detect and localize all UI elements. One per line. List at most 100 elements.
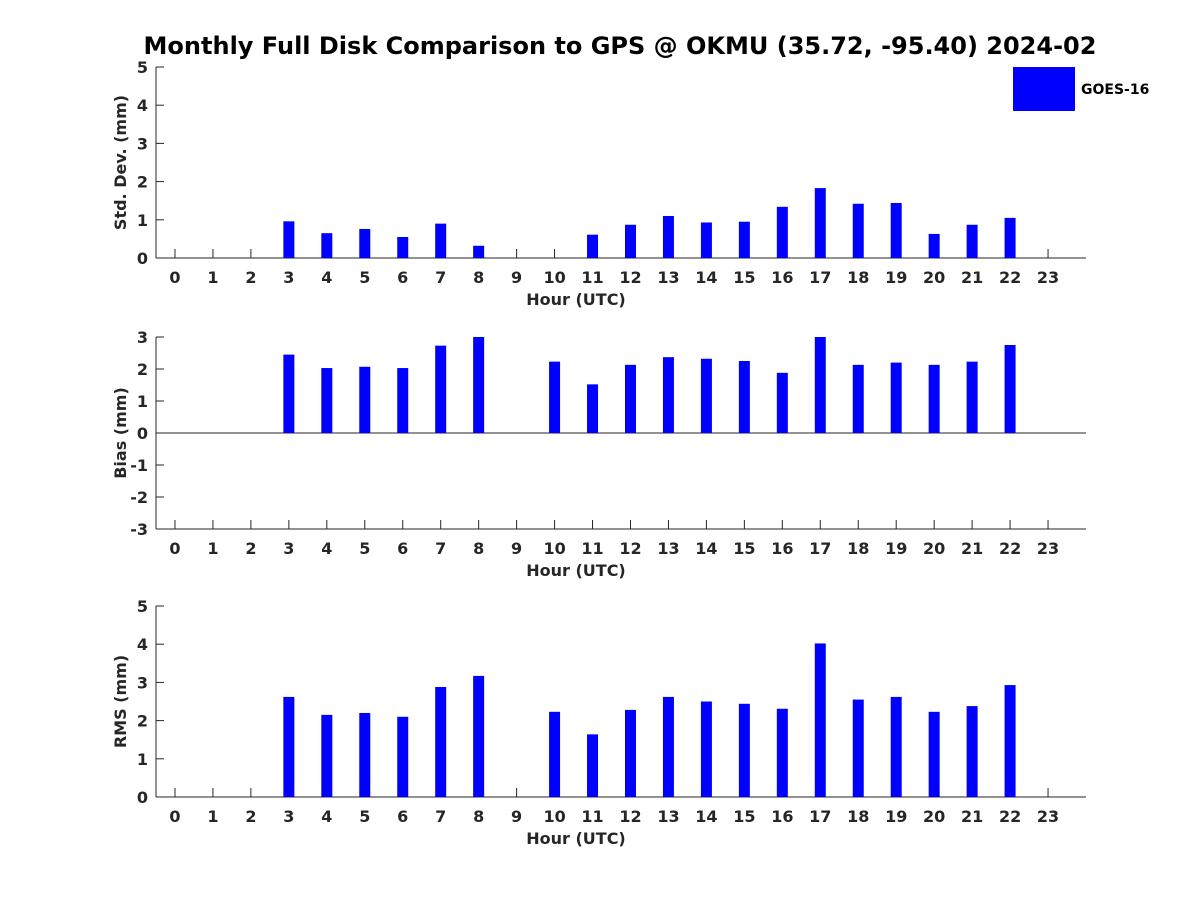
x-tick-label-rms: 8	[473, 807, 484, 826]
x-tick-label-stddev: 2	[245, 268, 256, 287]
y-tick-label-rms: 2	[137, 712, 148, 731]
x-tick-label-stddev: 21	[961, 268, 983, 287]
x-tick-label-bias: 17	[809, 539, 831, 558]
y-tick-label-stddev: 4	[137, 96, 148, 115]
legend-label-goes16: GOES-16	[1081, 82, 1149, 98]
x-tick-label-rms: 16	[771, 807, 793, 826]
x-tick-label-rms: 11	[581, 807, 603, 826]
chart-title: Monthly Full Disk Comparison to GPS @ OK…	[144, 32, 1097, 60]
x-tick-label-stddev: 3	[283, 268, 294, 287]
bar-stddev-hour-20	[928, 233, 940, 258]
x-tick-label-bias: 6	[397, 539, 408, 558]
x-tick-label-rms: 10	[543, 807, 565, 826]
x-tick-label-rms: 4	[321, 807, 332, 826]
bar-rms-hour-3	[283, 696, 295, 797]
x-tick-label-bias: 3	[283, 539, 294, 558]
bar-stddev-hour-21	[966, 224, 978, 258]
bar-stddev-hour-14	[700, 222, 712, 258]
x-tick-label-rms: 2	[245, 807, 256, 826]
bar-bias-hour-17	[814, 337, 826, 433]
x-tick-label-bias: 14	[695, 539, 717, 558]
bar-rms-hour-14	[700, 701, 712, 797]
x-tick-label-stddev: 0	[169, 268, 180, 287]
bar-stddev-hour-17	[814, 188, 826, 258]
x-tick-label-bias: 12	[619, 539, 641, 558]
x-tick-label-stddev: 4	[321, 268, 332, 287]
bar-bias-hour-16	[776, 372, 788, 433]
x-tick-label-stddev: 17	[809, 268, 831, 287]
x-tick-label-bias: 18	[847, 539, 869, 558]
x-tick-label-rms: 19	[885, 807, 907, 826]
x-tick-label-stddev: 18	[847, 268, 869, 287]
x-tick-label-stddev: 6	[397, 268, 408, 287]
x-tick-label-bias: 1	[207, 539, 218, 558]
legend-swatch-goes16	[1013, 67, 1075, 111]
y-tick-label-rms: 0	[137, 788, 148, 807]
bar-rms-hour-6	[397, 716, 409, 797]
y-axis-label-bias: Bias (mm)	[111, 387, 130, 479]
bar-bias-hour-12	[624, 364, 636, 433]
x-axis-label-bias: Hour (UTC)	[526, 561, 626, 580]
x-tick-label-bias: 13	[657, 539, 679, 558]
x-tick-label-stddev: 13	[657, 268, 679, 287]
y-tick-label-stddev: 0	[137, 249, 148, 268]
x-tick-label-rms: 13	[657, 807, 679, 826]
x-tick-label-rms: 21	[961, 807, 983, 826]
x-tick-label-stddev: 1	[207, 268, 218, 287]
x-tick-label-rms: 14	[695, 807, 717, 826]
bar-stddev-hour-7	[435, 223, 447, 258]
y-tick-label-bias: -2	[130, 488, 148, 507]
x-tick-label-bias: 9	[511, 539, 522, 558]
bar-stddev-hour-12	[624, 224, 636, 258]
x-tick-label-stddev: 14	[695, 268, 717, 287]
bar-rms-hour-20	[928, 711, 940, 797]
y-axis-label-stddev: Std. Dev. (mm)	[111, 95, 130, 230]
bar-bias-hour-4	[321, 368, 333, 433]
x-tick-label-stddev: 23	[1037, 268, 1059, 287]
x-axis-label-rms: Hour (UTC)	[526, 829, 626, 848]
bar-bias-hour-6	[397, 368, 409, 433]
bar-rms-hour-11	[587, 734, 599, 797]
bar-bias-hour-21	[966, 361, 978, 433]
x-tick-label-bias: 8	[473, 539, 484, 558]
x-tick-label-rms: 12	[619, 807, 641, 826]
y-tick-label-stddev: 5	[137, 58, 148, 77]
x-tick-label-bias: 21	[961, 539, 983, 558]
x-tick-label-stddev: 15	[733, 268, 755, 287]
x-tick-label-stddev: 11	[581, 268, 603, 287]
y-tick-label-stddev: 3	[137, 134, 148, 153]
x-tick-label-stddev: 12	[619, 268, 641, 287]
y-tick-label-bias: -3	[130, 520, 148, 539]
bar-stddev-hour-19	[890, 202, 902, 258]
bar-rms-hour-10	[549, 711, 561, 797]
y-tick-label-bias: 1	[137, 392, 148, 411]
x-tick-label-rms: 1	[207, 807, 218, 826]
bar-stddev-hour-3	[283, 221, 295, 258]
x-tick-label-bias: 2	[245, 539, 256, 558]
x-tick-label-bias: 23	[1037, 539, 1059, 558]
x-tick-label-rms: 15	[733, 807, 755, 826]
bar-stddev-hour-18	[852, 203, 864, 258]
bar-stddev-hour-16	[776, 206, 788, 258]
bar-rms-hour-7	[435, 686, 447, 797]
y-tick-label-bias: 3	[137, 328, 148, 347]
x-tick-label-rms: 9	[511, 807, 522, 826]
x-tick-label-bias: 11	[581, 539, 603, 558]
x-tick-label-bias: 0	[169, 539, 180, 558]
x-tick-label-rms: 3	[283, 807, 294, 826]
bar-stddev-hour-4	[321, 233, 333, 258]
y-tick-label-rms: 5	[137, 597, 148, 616]
y-tick-label-rms: 3	[137, 673, 148, 692]
bar-stddev-hour-13	[662, 215, 674, 258]
bar-bias-hour-22	[1004, 345, 1016, 433]
x-tick-label-stddev: 22	[999, 268, 1021, 287]
y-tick-label-stddev: 1	[137, 211, 148, 230]
bar-rms-hour-18	[852, 699, 864, 797]
x-tick-label-bias: 16	[771, 539, 793, 558]
x-tick-label-stddev: 19	[885, 268, 907, 287]
bar-stddev-hour-22	[1004, 217, 1016, 258]
bar-bias-hour-13	[662, 357, 674, 433]
x-tick-label-stddev: 8	[473, 268, 484, 287]
bar-rms-hour-16	[776, 708, 788, 797]
